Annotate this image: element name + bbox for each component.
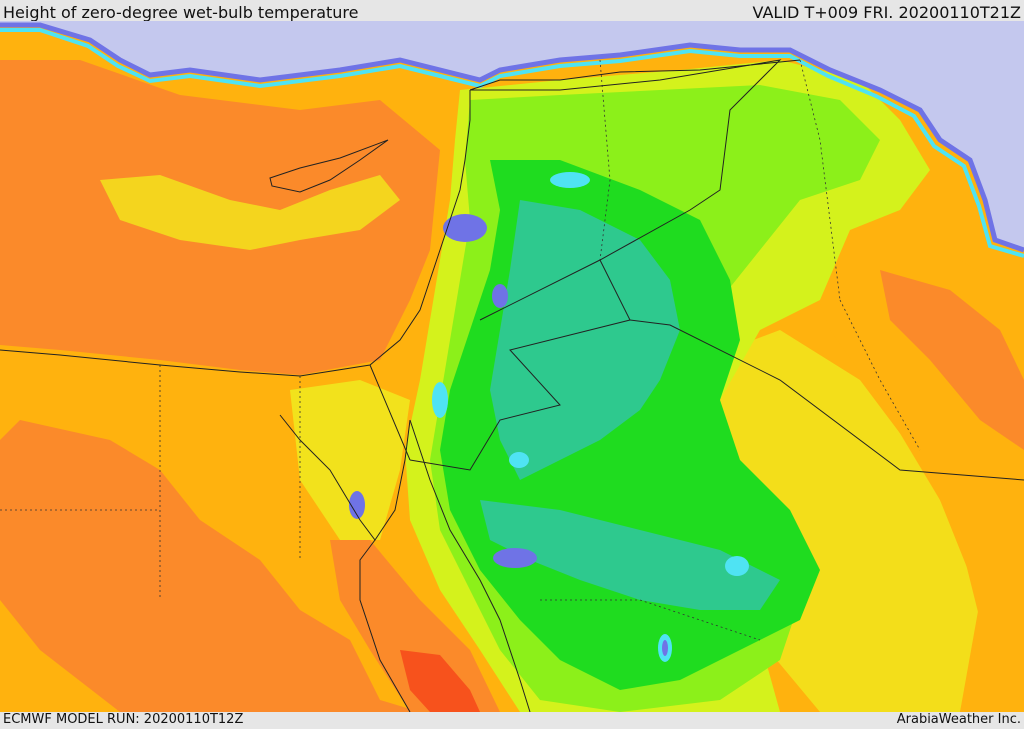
coastlines — [0, 59, 801, 712]
map-title: Height of zero-degree wet-bulb temperatu… — [3, 3, 359, 22]
cyan-spot-1 — [509, 452, 529, 468]
cyan-spot-5 — [432, 382, 448, 418]
dark-orange-region-egypt — [0, 420, 420, 712]
blue-spot-hermon — [492, 284, 508, 308]
map-canvas — [0, 21, 1024, 712]
orange-region-east — [800, 160, 1024, 712]
credit-label: ArabiaWeather Inc. — [896, 712, 1021, 727]
main-borders — [369, 59, 1024, 481]
dark-orange-red-sea-coast — [330, 540, 500, 712]
footer-bar: ECMWF MODEL RUN: 20200110T12Z ArabiaWeat… — [0, 712, 1024, 729]
teal-region-south — [480, 500, 780, 610]
blue-spot-yemen — [662, 640, 668, 656]
blue-edge-northern — [0, 22, 1024, 253]
valid-time: VALID T+009 FRI. 20200110T21Z — [752, 3, 1021, 22]
yellow-band-sinai — [290, 380, 410, 540]
dark-orange-region-east — [880, 270, 1024, 450]
cyan-spot-4 — [550, 172, 590, 188]
blue-spot-hejaz — [493, 548, 537, 568]
weather-map[interactable] — [0, 21, 1024, 712]
red-orange-spot — [400, 650, 480, 712]
country-borders — [0, 59, 921, 641]
cyan-spot-2 — [725, 556, 749, 576]
cyan-edge-northern — [0, 28, 1024, 258]
blue-spot-sinai — [349, 491, 365, 519]
header-bar: Height of zero-degree wet-bulb temperatu… — [0, 0, 1024, 22]
teal-region — [490, 200, 680, 480]
yellow-band-med — [100, 175, 400, 250]
model-run-label: ECMWF MODEL RUN: 20200110T12Z — [3, 712, 244, 727]
blue-spot-lebanon — [443, 214, 487, 242]
